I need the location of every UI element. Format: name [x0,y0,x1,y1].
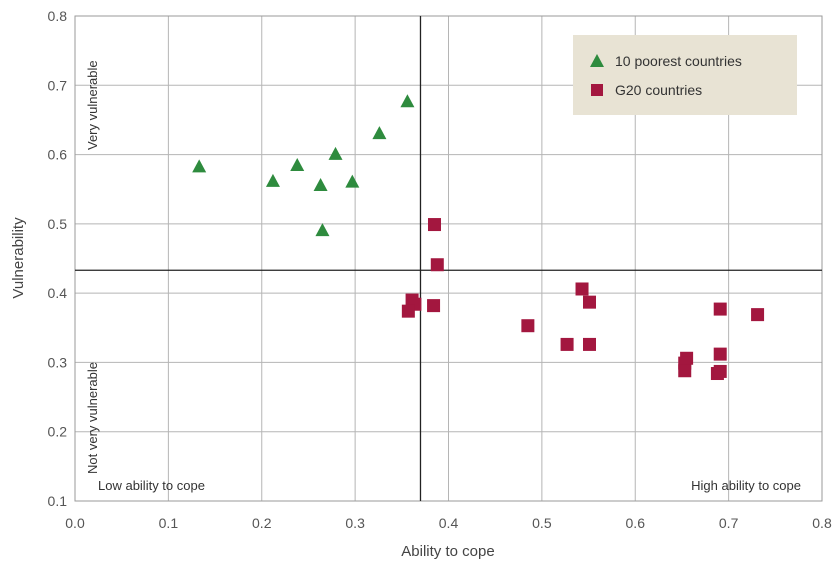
y-tick-label: 0.4 [48,285,68,301]
y-tick-label: 0.2 [48,424,68,440]
plot-frame [74,15,823,502]
legend: 10 poorest countries G20 countries [573,35,797,115]
x-tick-label: 0.4 [439,515,459,531]
x-axis-title: Ability to cope [401,543,494,560]
quadrant-label-very-vulnerable: Very vulnerable [85,60,100,150]
x-tick-label: 0.8 [812,515,832,531]
x-tick-label: 0.2 [252,515,272,531]
point-poorest-country [290,157,305,171]
point-g20-country [521,319,535,333]
legend-label-g20: G20 countries [615,82,702,98]
x-tick-label: 0.5 [532,515,552,531]
y-tick-label: 0.8 [48,8,68,24]
point-poorest-country [192,159,207,173]
y-tick-label: 0.1 [48,493,68,509]
point-g20-country [427,299,441,313]
legend-triangle-icon [590,54,604,67]
point-g20-country [401,304,415,318]
y-tick-label: 0.3 [48,354,68,370]
x-tick-label: 0.0 [65,515,85,531]
point-poorest-country [328,146,343,160]
x-tick-label: 0.1 [159,515,179,531]
legend-background [573,35,797,115]
point-g20-country [713,347,727,361]
legend-square-icon [591,84,603,96]
point-poorest-country [315,223,330,237]
tick-labels: 0.0 0.1 0.2 0.3 0.4 0.5 0.6 0.7 0.8 0.1 0.2 0.3 0.4 0… [48,8,832,531]
quadrant-label-high-ability: High ability to cope [691,478,801,493]
quadrant-label-low-ability: Low ability to cope [98,478,205,493]
point-g20-country [713,364,727,378]
data-points [192,94,765,381]
point-poorest-country [372,126,387,140]
y-tick-label: 0.6 [48,147,68,163]
legend-label-poorest: 10 poorest countries [615,53,742,69]
point-g20-country [713,302,727,316]
point-g20-country [575,282,589,296]
point-poorest-country [265,173,280,187]
point-g20-country [560,337,574,351]
point-g20-country [430,258,444,272]
quadrant-dividers [75,16,822,501]
point-g20-country [582,295,596,309]
y-tick-label: 0.7 [48,77,68,93]
y-axis-title: Vulnerability [10,217,27,299]
x-tick-label: 0.6 [626,515,646,531]
point-g20-country [582,337,596,351]
grid [74,15,823,502]
point-g20-country [427,218,441,232]
point-poorest-country [400,94,415,108]
x-tick-label: 0.7 [719,515,739,531]
point-g20-country [751,308,765,322]
y-tick-label: 0.5 [48,216,68,232]
quadrant-label-not-very-vulnerable: Not very vulnerable [85,362,100,474]
x-tick-label: 0.3 [345,515,365,531]
point-g20-country [678,364,692,378]
point-poorest-country [345,174,360,188]
point-poorest-country [313,178,328,192]
